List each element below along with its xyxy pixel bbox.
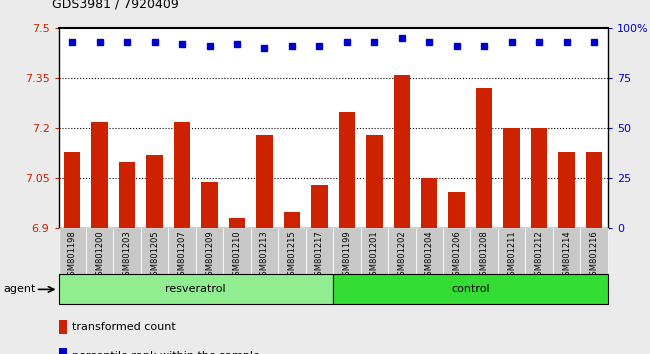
Text: resveratrol: resveratrol xyxy=(166,284,226,295)
FancyBboxPatch shape xyxy=(58,274,333,304)
Bar xyxy=(311,185,328,228)
FancyBboxPatch shape xyxy=(361,228,388,274)
Bar xyxy=(448,192,465,228)
Text: GSM801208: GSM801208 xyxy=(480,231,489,281)
FancyBboxPatch shape xyxy=(168,228,196,274)
Text: GSM801214: GSM801214 xyxy=(562,231,571,281)
Text: transformed count: transformed count xyxy=(72,322,176,332)
Bar xyxy=(256,135,273,228)
Text: GSM801216: GSM801216 xyxy=(590,231,599,281)
Text: GSM801213: GSM801213 xyxy=(260,231,269,281)
Text: agent: agent xyxy=(3,284,36,295)
Bar xyxy=(393,75,410,228)
Bar xyxy=(119,162,135,228)
Text: GSM801207: GSM801207 xyxy=(177,231,187,281)
Text: GSM801198: GSM801198 xyxy=(68,231,77,281)
FancyBboxPatch shape xyxy=(498,228,525,274)
Bar xyxy=(366,135,383,228)
FancyBboxPatch shape xyxy=(251,228,278,274)
FancyBboxPatch shape xyxy=(141,228,168,274)
FancyBboxPatch shape xyxy=(333,274,608,304)
FancyBboxPatch shape xyxy=(196,228,224,274)
Bar xyxy=(146,155,163,228)
Text: GSM801201: GSM801201 xyxy=(370,231,379,281)
FancyBboxPatch shape xyxy=(58,228,86,274)
Text: GSM801217: GSM801217 xyxy=(315,231,324,281)
Text: GSM801205: GSM801205 xyxy=(150,231,159,281)
FancyBboxPatch shape xyxy=(580,228,608,274)
Bar xyxy=(92,122,108,228)
Text: GSM801215: GSM801215 xyxy=(287,231,296,281)
FancyBboxPatch shape xyxy=(114,228,141,274)
Bar xyxy=(229,218,245,228)
Bar xyxy=(476,88,493,228)
Bar xyxy=(558,152,575,228)
Text: GSM801209: GSM801209 xyxy=(205,231,214,281)
Bar xyxy=(339,112,355,228)
FancyBboxPatch shape xyxy=(443,228,471,274)
Text: control: control xyxy=(451,284,489,295)
Text: GSM801211: GSM801211 xyxy=(507,231,516,281)
Text: GSM801206: GSM801206 xyxy=(452,231,462,281)
Bar xyxy=(58,320,66,334)
Bar xyxy=(64,152,81,228)
FancyBboxPatch shape xyxy=(86,228,114,274)
Bar xyxy=(58,348,66,354)
Bar xyxy=(586,152,603,228)
Text: GSM801199: GSM801199 xyxy=(343,231,352,281)
FancyBboxPatch shape xyxy=(525,228,552,274)
Bar xyxy=(283,212,300,228)
Text: GSM801202: GSM801202 xyxy=(397,231,406,281)
FancyBboxPatch shape xyxy=(224,228,251,274)
Bar xyxy=(174,122,190,228)
Text: GSM801200: GSM801200 xyxy=(95,231,104,281)
Bar xyxy=(421,178,437,228)
Text: GSM801204: GSM801204 xyxy=(424,231,434,281)
Text: GSM801203: GSM801203 xyxy=(123,231,132,281)
FancyBboxPatch shape xyxy=(471,228,498,274)
Bar xyxy=(503,128,520,228)
Text: GDS3981 / 7920409: GDS3981 / 7920409 xyxy=(52,0,179,11)
FancyBboxPatch shape xyxy=(278,228,306,274)
FancyBboxPatch shape xyxy=(388,228,415,274)
Bar xyxy=(531,128,547,228)
Text: percentile rank within the sample: percentile rank within the sample xyxy=(72,351,259,354)
FancyBboxPatch shape xyxy=(552,228,580,274)
FancyBboxPatch shape xyxy=(333,228,361,274)
Text: GSM801210: GSM801210 xyxy=(233,231,242,281)
Bar xyxy=(202,182,218,228)
FancyBboxPatch shape xyxy=(415,228,443,274)
Text: GSM801212: GSM801212 xyxy=(534,231,543,281)
FancyBboxPatch shape xyxy=(306,228,333,274)
